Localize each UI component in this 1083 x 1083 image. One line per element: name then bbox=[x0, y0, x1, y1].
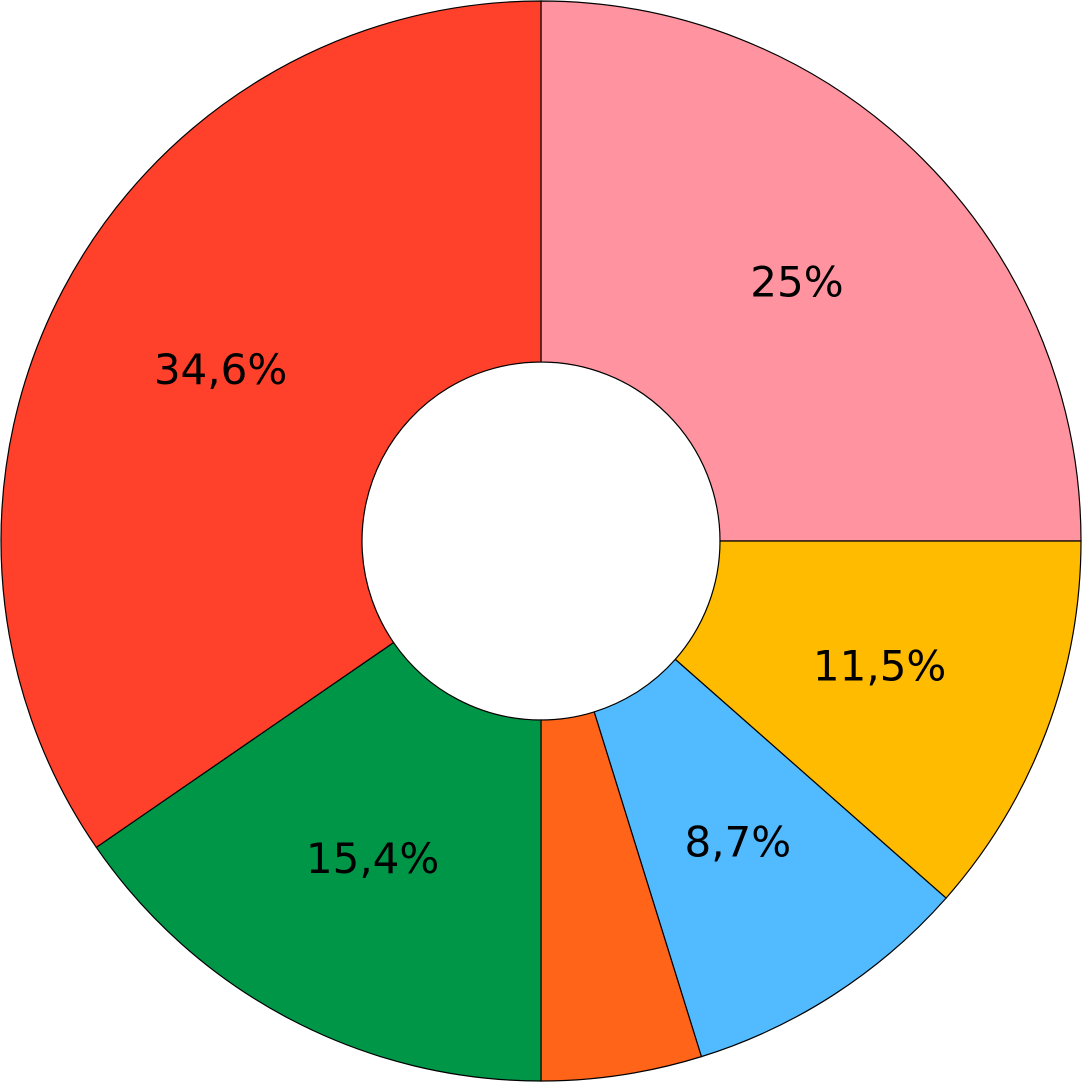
slice-label: 25% bbox=[750, 258, 843, 307]
slice-label: 11,5% bbox=[813, 641, 946, 690]
slice-label: 34,6% bbox=[154, 345, 287, 394]
slice-label: 15,4% bbox=[306, 834, 439, 883]
donut-slice bbox=[540, 0, 1082, 542]
donut-slice bbox=[0, 0, 542, 849]
donut-slice bbox=[95, 641, 542, 1082]
slice-label: 8,7% bbox=[684, 817, 791, 866]
donut-slice bbox=[593, 658, 947, 1058]
donut-slice bbox=[674, 540, 1082, 899]
